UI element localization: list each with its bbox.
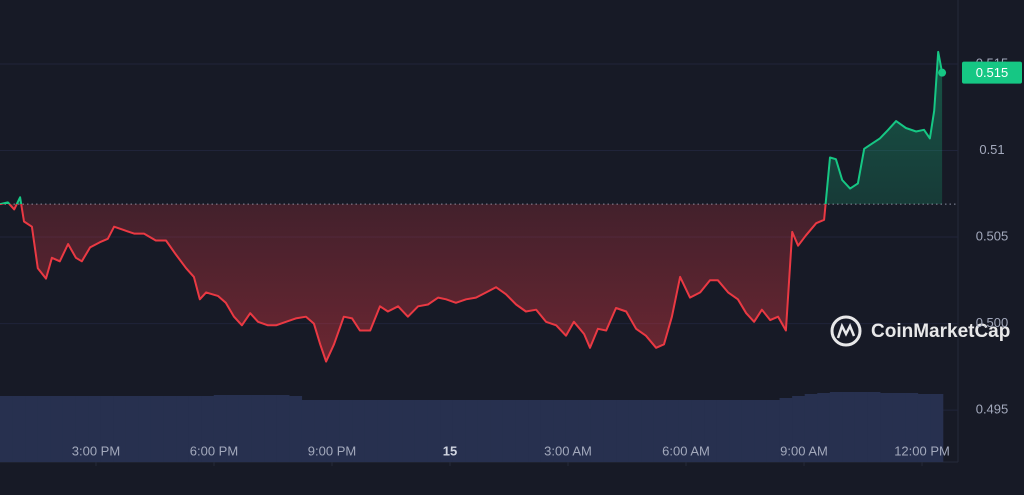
volume-bar <box>779 398 793 462</box>
volume-bar <box>603 400 617 462</box>
volume-bar <box>88 396 101 462</box>
logo <box>836 322 856 339</box>
volume-bar <box>264 395 277 462</box>
volume-bar <box>528 400 541 462</box>
x-tick-label: 9:00 AM <box>780 443 828 458</box>
volume-bar <box>490 400 504 462</box>
volume-bar <box>352 400 365 462</box>
volume-bar <box>402 400 416 462</box>
x-tick-label: 6:00 AM <box>662 443 710 458</box>
volume-bar <box>930 394 944 462</box>
y-tick-label: 0.51 <box>979 142 1004 157</box>
volume-bar <box>628 400 642 462</box>
volume-bar <box>477 400 491 462</box>
volume-bar <box>565 400 579 462</box>
volume-bar <box>314 400 328 462</box>
volume-bar <box>50 396 64 462</box>
volume-bar <box>578 400 592 462</box>
volume-bar <box>691 400 705 462</box>
last-point <box>938 68 947 77</box>
volume-bar <box>842 392 856 462</box>
volume-bar <box>75 396 89 462</box>
y-tick-label: 0.500 <box>976 315 1009 330</box>
volume-bar <box>37 396 51 462</box>
volume-bar <box>238 395 252 462</box>
volume-bar <box>817 393 831 462</box>
volume-bar <box>100 396 114 462</box>
volume-bar <box>666 400 680 462</box>
volume-bar <box>364 400 378 462</box>
volume-bar <box>188 396 202 462</box>
volume-bar <box>729 400 743 462</box>
volume-bar <box>326 400 340 462</box>
volume-bar <box>150 396 164 462</box>
volume-bar <box>704 400 717 462</box>
y-tick-label: 0.495 <box>976 402 1009 417</box>
volume-bar <box>502 400 516 462</box>
volume-bar <box>741 400 755 462</box>
x-tick-label: 3:00 AM <box>544 443 592 458</box>
price-line-down <box>0 204 827 363</box>
area-down <box>0 204 943 362</box>
x-tick-label: 3:00 PM <box>72 443 120 458</box>
price-label: 0.515 <box>976 65 1009 80</box>
volume-bar <box>653 400 667 462</box>
volume-bar <box>716 400 730 462</box>
volume-bar <box>553 400 567 462</box>
volume-bar <box>867 392 881 462</box>
volume-bar <box>138 396 152 462</box>
volume-bar <box>301 400 315 462</box>
volume-bar <box>113 396 127 462</box>
volume-bar <box>176 396 189 462</box>
volume-bar <box>377 400 391 462</box>
x-tick-label: 6:00 PM <box>190 443 238 458</box>
volume-bar <box>754 400 768 462</box>
volume-bar <box>163 396 177 462</box>
x-tick-label: 12:00 PM <box>894 443 950 458</box>
volume-bar <box>226 395 240 462</box>
x-tick-label: 9:00 PM <box>308 443 356 458</box>
volume-bar <box>792 396 805 462</box>
volume-bar <box>440 400 453 462</box>
volume-bar <box>125 396 139 462</box>
volume-bar <box>201 396 215 462</box>
volume-bar <box>590 400 604 462</box>
volume-bar <box>414 400 428 462</box>
volume-bar <box>427 400 441 462</box>
volume-bar <box>804 394 818 462</box>
watermark: CoinMarketCap <box>830 315 1010 347</box>
volume-bar <box>289 396 303 462</box>
volume-bar <box>917 394 931 462</box>
volume-bar <box>465 400 479 462</box>
volume-bar <box>25 396 39 462</box>
volume-bar <box>616 400 629 462</box>
y-tick-label: 0.505 <box>976 228 1009 243</box>
volume-bar <box>251 395 265 462</box>
volume-bar <box>829 392 843 462</box>
volume-bar <box>766 400 780 462</box>
volume-bar <box>854 392 868 462</box>
volume-bar <box>880 393 894 462</box>
watermark-text: CoinMarketCap <box>871 321 1010 342</box>
volume-bar <box>540 400 554 462</box>
logo <box>830 315 862 347</box>
volume-bar <box>62 396 76 462</box>
x-tick-label: 15 <box>443 443 457 458</box>
area-up <box>0 51 943 205</box>
volume-bar <box>678 400 692 462</box>
price-box <box>962 61 1022 84</box>
volume-bar <box>339 400 353 462</box>
volume-bar <box>641 400 655 462</box>
volume-bar <box>276 395 290 462</box>
volume-bar <box>905 393 919 462</box>
volume-bar <box>515 400 529 462</box>
volume-bar <box>213 395 227 462</box>
volume-bar <box>389 400 403 462</box>
volume-bar <box>892 393 906 462</box>
volume-bar <box>452 400 466 462</box>
volume-bar <box>12 396 26 462</box>
volume-bar <box>0 396 13 462</box>
